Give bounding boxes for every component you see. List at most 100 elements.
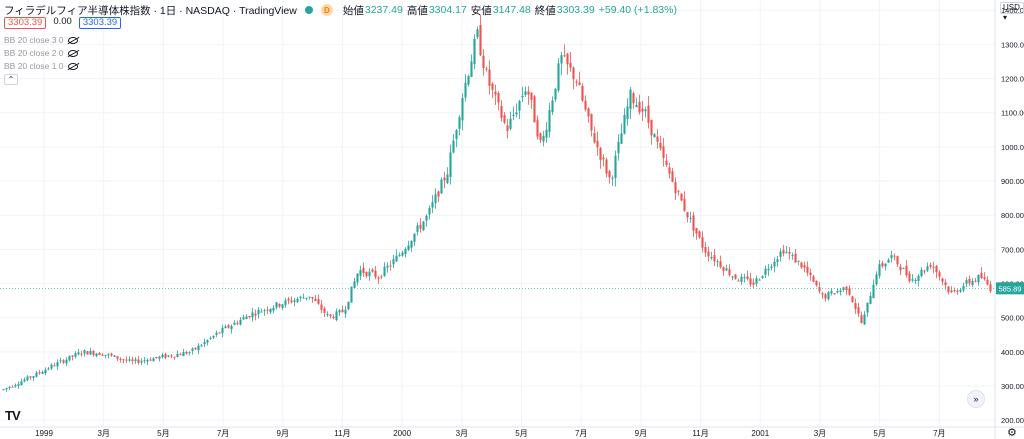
candle-body — [893, 255, 896, 257]
candle-body — [482, 55, 485, 68]
candle-body — [5, 388, 8, 390]
candle-body — [521, 95, 524, 98]
candle-body — [716, 261, 719, 263]
candle-body — [218, 332, 221, 334]
candle-body — [917, 275, 920, 282]
candle-body — [257, 309, 260, 315]
candle-body — [731, 276, 734, 278]
candle-body — [776, 259, 779, 262]
candle-body — [23, 379, 26, 382]
candle-body — [173, 356, 176, 358]
currency-label: USD — [1003, 3, 1020, 12]
candle-body — [449, 152, 452, 177]
open-key: 始値 — [342, 4, 364, 17]
candle-body — [272, 307, 275, 311]
candle-body — [197, 345, 200, 351]
candle-body — [689, 217, 692, 219]
candle-body — [350, 286, 353, 303]
candle-body — [596, 140, 599, 148]
candle-body — [869, 296, 872, 304]
candle-body — [671, 171, 674, 182]
candle-body — [800, 262, 803, 268]
candle-body — [656, 136, 659, 142]
candle-body — [542, 136, 545, 142]
candle-body — [809, 272, 812, 275]
candle-body — [443, 177, 446, 181]
sell-price-chip[interactable]: 3303.39 — [4, 17, 47, 29]
candle-body — [347, 301, 350, 310]
candle-body — [734, 274, 737, 279]
candle-body — [872, 284, 875, 299]
candle-body — [59, 360, 62, 362]
tradingview-logo[interactable]: TV — [5, 408, 21, 423]
candle-body — [887, 259, 890, 263]
candle-body — [695, 228, 698, 234]
eye-off-icon[interactable] — [67, 62, 78, 70]
candle-body — [455, 130, 458, 139]
candle-body — [146, 359, 149, 362]
candle-body — [287, 298, 290, 301]
scroll-to-realtime-button[interactable]: » — [967, 390, 985, 408]
candle-body — [617, 141, 620, 154]
candle-body — [956, 290, 959, 292]
candle-body — [914, 279, 917, 282]
candle-body — [362, 267, 365, 273]
x-tick-label: 3月 — [456, 429, 468, 438]
candle-body — [818, 287, 821, 292]
currency-selector[interactable]: USD ▾ — [1000, 2, 1024, 22]
candle-body — [692, 215, 695, 231]
candle-body — [971, 280, 974, 285]
candle-body — [341, 309, 344, 313]
candle-body — [836, 290, 839, 293]
candle-body — [311, 296, 314, 299]
candle-body — [794, 253, 797, 263]
candle-body — [203, 341, 206, 345]
collapse-indicators-button[interactable]: ⌃ — [4, 74, 18, 85]
candle-body — [713, 255, 716, 262]
candle-body — [434, 194, 437, 204]
candle-body — [938, 272, 941, 277]
candle-body — [62, 360, 65, 363]
candle-body — [749, 278, 752, 285]
candle-body — [296, 298, 299, 302]
candle-body — [167, 355, 170, 357]
indicator-bb2[interactable]: BB 20 close 2 0 — [4, 48, 78, 58]
candle-body — [890, 254, 893, 259]
candle-body — [668, 167, 671, 174]
candle-body — [245, 316, 248, 320]
candle-body — [500, 106, 503, 118]
candle-body — [704, 247, 707, 253]
candle-body — [584, 100, 587, 110]
candle-body — [101, 354, 104, 356]
candle-body — [512, 114, 515, 116]
x-tick-label: 9月 — [277, 429, 289, 438]
indicator-bb1[interactable]: BB 20 close 1 0 — [4, 61, 78, 71]
symbol-title[interactable]: フィラデルフィア半導体株指数 · 1日 · NASDAQ · TradingVi… — [4, 4, 297, 17]
indicator-bb3[interactable]: BB 20 close 3 0 — [4, 35, 78, 45]
candle-body — [38, 372, 41, 374]
candle-body — [965, 280, 968, 284]
candle-body — [908, 273, 911, 282]
candle-body — [758, 279, 761, 281]
candle-body — [527, 91, 530, 95]
candle-body — [779, 251, 782, 257]
candle-body — [560, 55, 563, 64]
gear-icon[interactable]: ⚙ — [1007, 427, 1017, 439]
candle-body — [707, 251, 710, 257]
candle-body — [983, 277, 986, 280]
candle-body — [263, 310, 266, 312]
candle-body — [974, 280, 977, 282]
candle-body — [557, 63, 560, 91]
candle-body — [764, 268, 767, 275]
candle-body — [11, 386, 14, 388]
buy-price-chip[interactable]: 3303.39 — [78, 17, 122, 29]
eye-off-icon[interactable] — [67, 49, 78, 57]
candle-body — [407, 245, 410, 250]
eye-off-icon[interactable] — [67, 36, 78, 44]
candle-body — [413, 233, 416, 242]
candle-body — [866, 302, 869, 313]
candle-body — [116, 356, 119, 359]
y-tick-label: 1400.00 — [1001, 6, 1024, 15]
candle-body — [230, 325, 233, 330]
